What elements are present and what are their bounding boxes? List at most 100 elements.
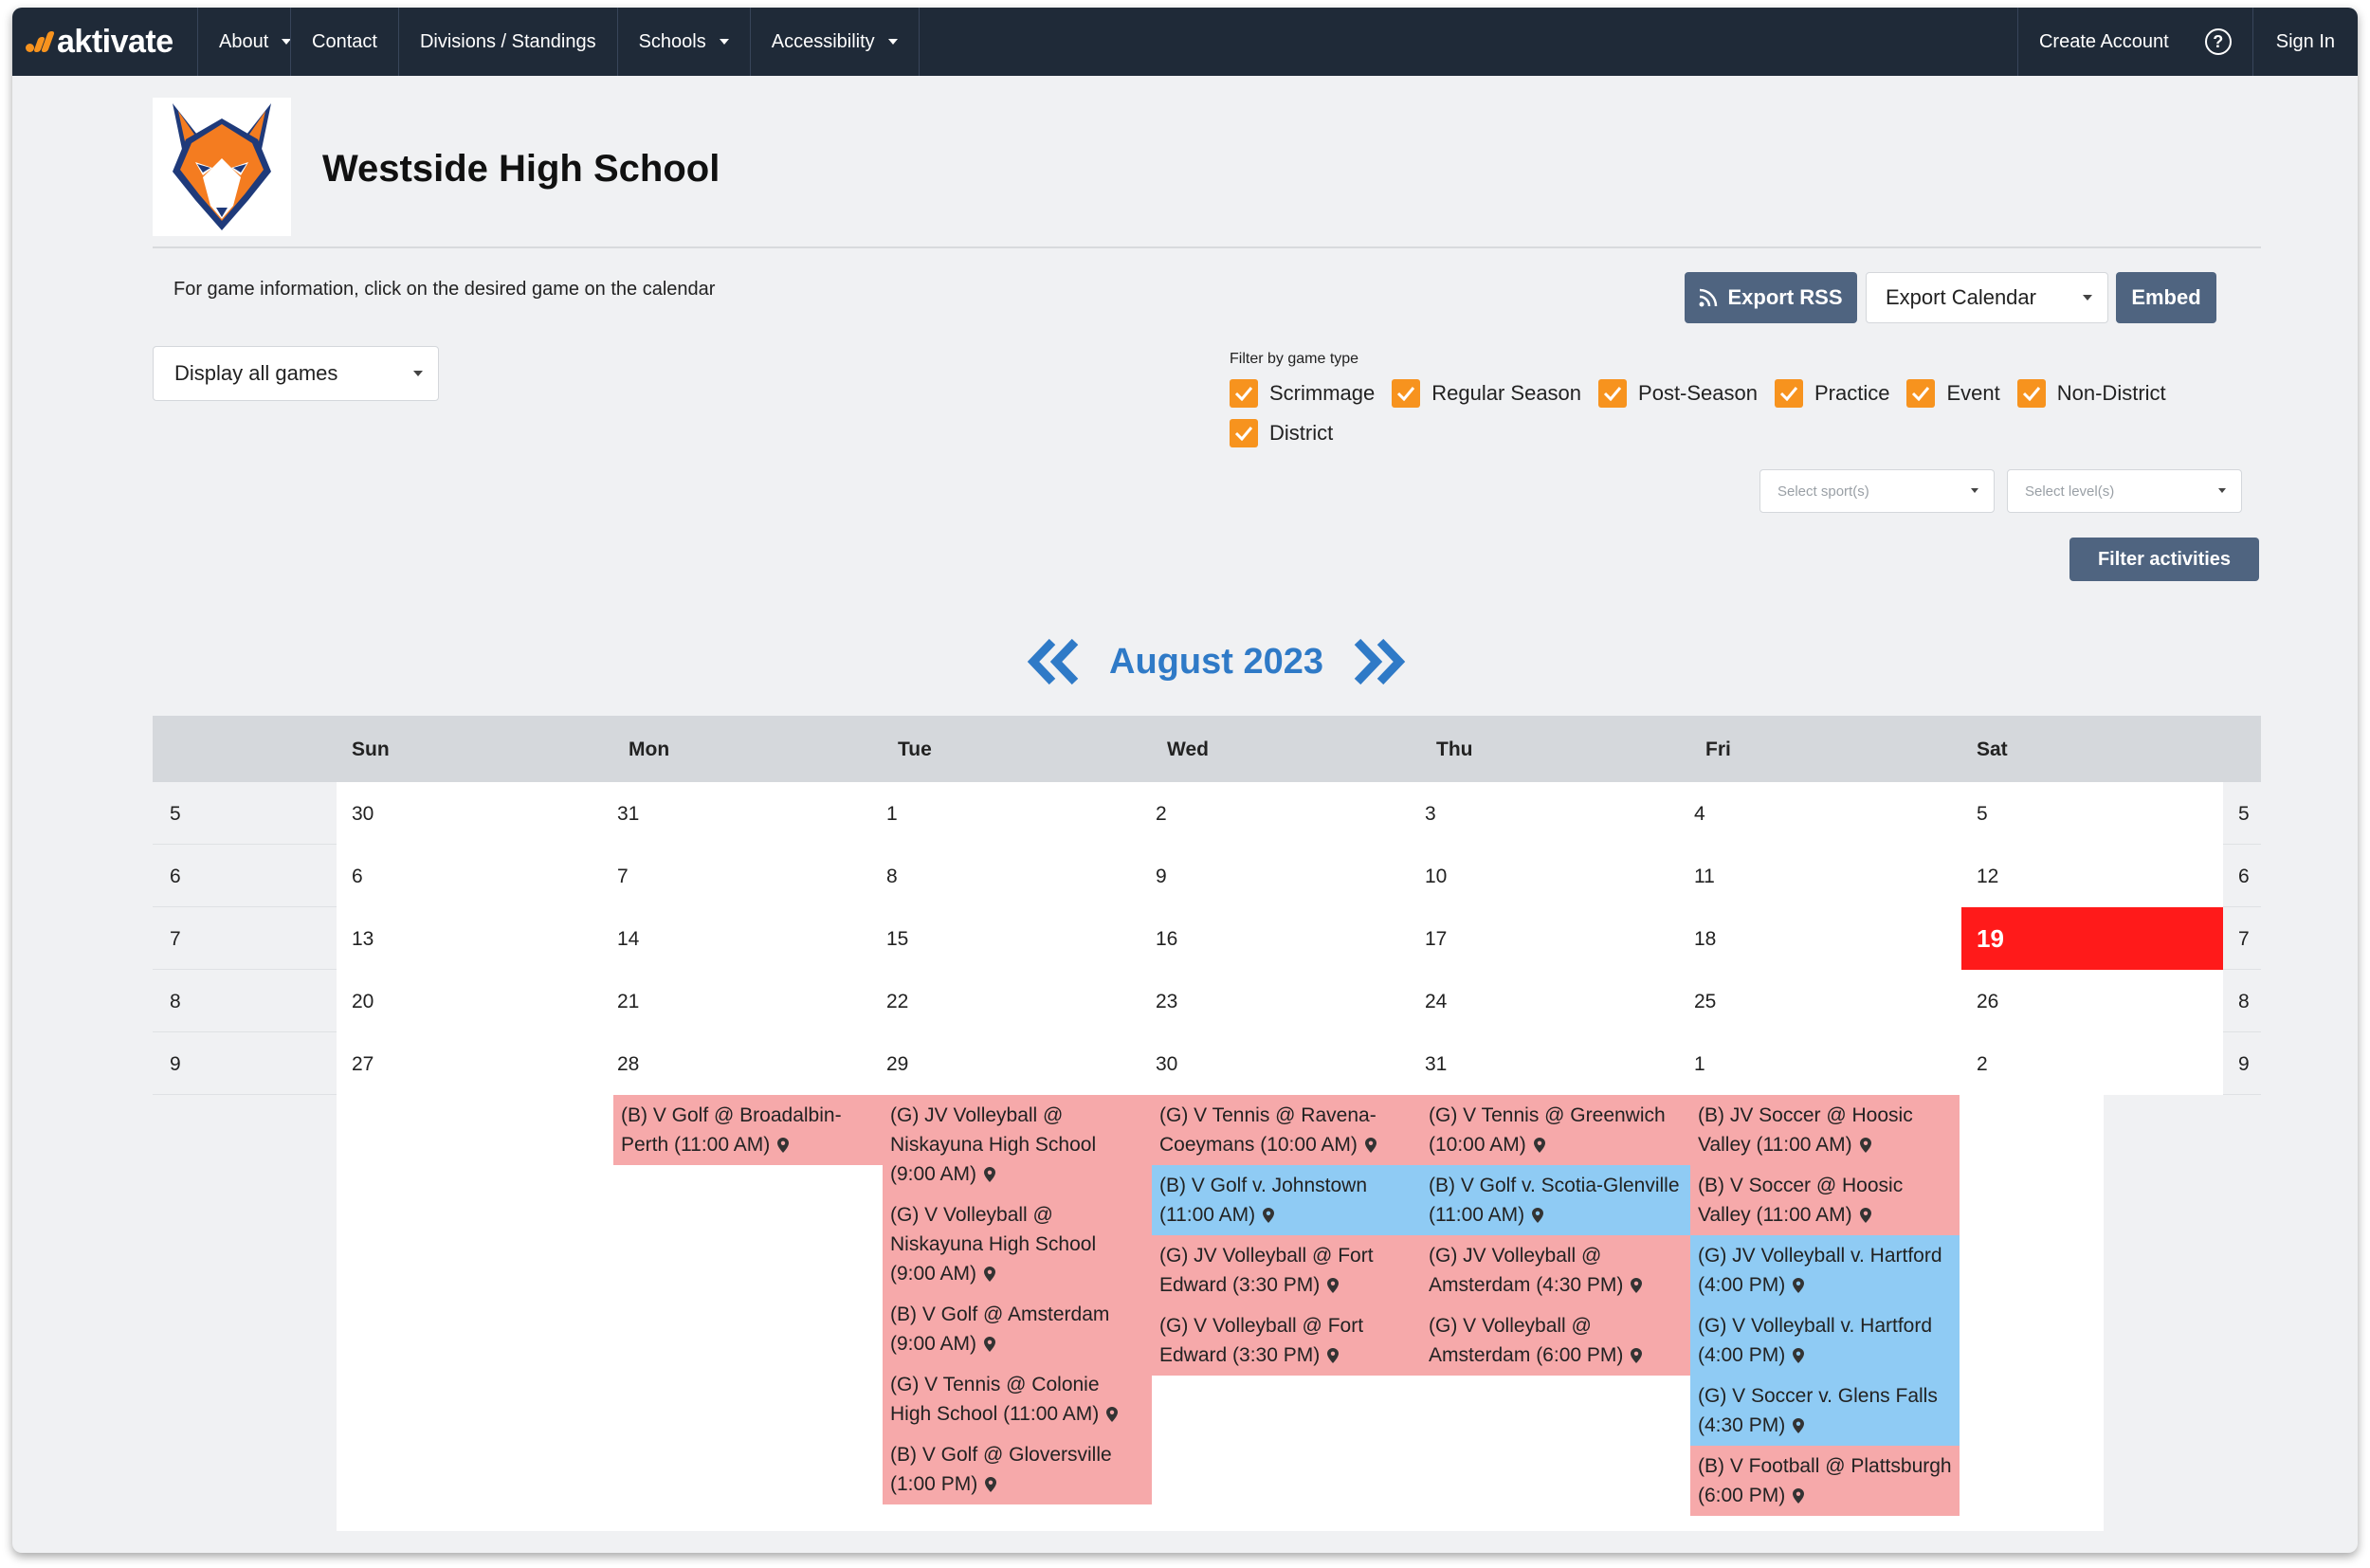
calendar-day-cell[interactable]: 1 bbox=[871, 782, 1140, 845]
map-pin-icon[interactable] bbox=[1859, 1138, 1871, 1153]
checkbox-checked-icon[interactable] bbox=[1906, 379, 1936, 408]
map-pin-icon[interactable] bbox=[1631, 1278, 1643, 1293]
map-pin-icon[interactable] bbox=[1263, 1208, 1275, 1223]
sport-select[interactable]: Select sport(s) bbox=[1759, 469, 1995, 513]
map-pin-icon[interactable] bbox=[1106, 1407, 1119, 1422]
filter-regular-season[interactable]: Regular Season bbox=[1392, 379, 1581, 408]
calendar-day-cell[interactable]: 21 bbox=[602, 970, 871, 1032]
calendar-day-cell[interactable]: 20 bbox=[337, 970, 602, 1032]
calendar-day-cell[interactable]: 14 bbox=[602, 907, 871, 970]
map-pin-icon[interactable] bbox=[984, 1267, 996, 1282]
calendar-day-cell[interactable]: 11 bbox=[1679, 845, 1961, 907]
calendar-day-cell[interactable]: 23 bbox=[1140, 970, 1410, 1032]
calendar-day-cell[interactable]: 7 bbox=[602, 845, 871, 907]
nav-accessibility[interactable]: Accessibility bbox=[749, 8, 919, 76]
checkbox-checked-icon[interactable] bbox=[1775, 379, 1803, 408]
calendar-day-cell[interactable]: 8 bbox=[871, 845, 1140, 907]
map-pin-icon[interactable] bbox=[1793, 1278, 1805, 1293]
event-item[interactable]: (G) V Volleyball @ Fort Edward (3:30 PM) bbox=[1152, 1305, 1421, 1376]
checkbox-checked-icon[interactable] bbox=[2016, 379, 2046, 408]
nav-contact[interactable]: Contact bbox=[290, 8, 398, 76]
filter-post-season[interactable]: Post-Season bbox=[1598, 379, 1758, 408]
filter-non-district[interactable]: Non-District bbox=[2016, 379, 2166, 408]
calendar-day-cell[interactable]: 24 bbox=[1410, 970, 1679, 1032]
map-pin-icon[interactable] bbox=[985, 1477, 997, 1492]
display-games-select[interactable]: Display all games bbox=[153, 346, 439, 401]
map-pin-icon[interactable] bbox=[1793, 1488, 1805, 1504]
calendar-day-cell[interactable]: 30 bbox=[1140, 1032, 1410, 1095]
calendar-day-cell[interactable]: 4 bbox=[1679, 782, 1961, 845]
calendar-day-cell[interactable]: 17 bbox=[1410, 907, 1679, 970]
map-pin-icon[interactable] bbox=[777, 1138, 790, 1153]
event-item[interactable]: (G) V Tennis @ Ravena-Coeymans (10:00 AM… bbox=[1152, 1095, 1421, 1165]
map-pin-icon[interactable] bbox=[1327, 1278, 1340, 1293]
calendar-day-cell[interactable]: 12 bbox=[1961, 845, 2223, 907]
calendar-day-cell[interactable]: 5 bbox=[1961, 782, 2223, 845]
checkbox-checked-icon[interactable] bbox=[1230, 419, 1258, 447]
calendar-day-cell[interactable]: 30 bbox=[337, 782, 602, 845]
event-item[interactable]: (G) V Tennis @ Greenwich (10:00 AM) bbox=[1421, 1095, 1690, 1165]
event-item[interactable]: (G) JV Volleyball @ Niskayuna High Schoo… bbox=[883, 1095, 1152, 1194]
calendar-day-cell[interactable]: 22 bbox=[871, 970, 1140, 1032]
help-button[interactable]: ? bbox=[2190, 8, 2252, 76]
calendar-day-cell[interactable]: 31 bbox=[1410, 1032, 1679, 1095]
event-item[interactable]: (G) V Soccer v. Glens Falls (4:30 PM) bbox=[1690, 1376, 1960, 1446]
calendar-day-cell[interactable]: 3 bbox=[1410, 782, 1679, 845]
next-month-icon[interactable] bbox=[1350, 638, 1409, 685]
calendar-day-cell[interactable]: 2 bbox=[1961, 1032, 2223, 1095]
brand-logo[interactable]: aktivate bbox=[12, 8, 197, 76]
event-item[interactable]: (G) V Volleyball v. Hartford (4:00 PM) bbox=[1690, 1305, 1960, 1376]
filter-event[interactable]: Event bbox=[1906, 379, 2000, 408]
calendar-day-cell[interactable]: 6 bbox=[337, 845, 602, 907]
checkbox-checked-icon[interactable] bbox=[1392, 379, 1421, 408]
event-item[interactable]: (G) JV Volleyball @ Amsterdam (4:30 PM) bbox=[1421, 1235, 1690, 1305]
event-item[interactable]: (G) V Volleyball @ Niskayuna High School… bbox=[883, 1194, 1152, 1294]
event-item[interactable]: (G) V Tennis @ Colonie High School (11:0… bbox=[883, 1364, 1152, 1434]
checkbox-checked-icon[interactable] bbox=[1598, 379, 1628, 408]
nav-divisions-standings[interactable]: Divisions / Standings bbox=[397, 8, 617, 76]
map-pin-icon[interactable] bbox=[1327, 1348, 1340, 1363]
calendar-day-cell[interactable]: 31 bbox=[602, 782, 871, 845]
map-pin-icon[interactable] bbox=[1793, 1418, 1805, 1433]
calendar-day-cell[interactable]: 2 bbox=[1140, 782, 1410, 845]
filter-practice[interactable]: Practice bbox=[1775, 379, 1889, 408]
embed-button[interactable]: Embed bbox=[2116, 272, 2216, 323]
event-item[interactable]: (B) JV Soccer @ Hoosic Valley (11:00 AM) bbox=[1690, 1095, 1960, 1165]
calendar-day-cell[interactable]: 9 bbox=[1140, 845, 1410, 907]
calendar-day-cell[interactable]: 10 bbox=[1410, 845, 1679, 907]
event-item[interactable]: (B) V Soccer @ Hoosic Valley (11:00 AM) bbox=[1690, 1165, 1960, 1235]
map-pin-icon[interactable] bbox=[1532, 1208, 1544, 1223]
map-pin-icon[interactable] bbox=[1631, 1348, 1643, 1363]
map-pin-icon[interactable] bbox=[1364, 1138, 1376, 1153]
calendar-day-cell[interactable]: 26 bbox=[1961, 970, 2223, 1032]
map-pin-icon[interactable] bbox=[984, 1337, 996, 1352]
event-item[interactable]: (G) JV Volleyball @ Fort Edward (3:30 PM… bbox=[1152, 1235, 1421, 1305]
map-pin-icon[interactable] bbox=[1533, 1138, 1545, 1153]
calendar-day-cell[interactable]: 15 bbox=[871, 907, 1140, 970]
event-item[interactable]: (B) V Golf @ Gloversville (1:00 PM) bbox=[883, 1434, 1152, 1504]
nav-schools[interactable]: Schools bbox=[616, 8, 750, 76]
filter-activities-button[interactable]: Filter activities bbox=[2069, 538, 2259, 581]
sign-in-link[interactable]: Sign In bbox=[2252, 8, 2358, 76]
map-pin-icon[interactable] bbox=[1793, 1348, 1805, 1363]
calendar-day-cell[interactable]: 1 bbox=[1679, 1032, 1961, 1095]
previous-month-icon[interactable] bbox=[1024, 638, 1083, 685]
calendar-day-cell[interactable]: 19 bbox=[1961, 907, 2223, 970]
event-item[interactable]: (B) V Golf @ Amsterdam (9:00 AM) bbox=[883, 1294, 1152, 1364]
event-item[interactable]: (G) V Volleyball @ Amsterdam (6:00 PM) bbox=[1421, 1305, 1690, 1376]
calendar-day-cell[interactable]: 27 bbox=[337, 1032, 602, 1095]
nav-about[interactable]: About bbox=[197, 8, 292, 76]
event-item[interactable]: (G) JV Volleyball v. Hartford (4:00 PM) bbox=[1690, 1235, 1960, 1305]
event-item[interactable]: (B) V Golf @ Broadalbin-Perth (11:00 AM) bbox=[613, 1095, 883, 1165]
export-calendar-select[interactable]: Export Calendar bbox=[1866, 272, 2108, 323]
checkbox-checked-icon[interactable] bbox=[1230, 379, 1258, 408]
filter-district[interactable]: District bbox=[1230, 419, 1333, 447]
export-rss-button[interactable]: Export RSS bbox=[1685, 272, 1857, 323]
event-item[interactable]: (B) V Golf v. Scotia-Glenville (11:00 AM… bbox=[1421, 1165, 1690, 1235]
event-item[interactable]: (B) V Football @ Plattsburgh (6:00 PM) bbox=[1690, 1446, 1960, 1516]
map-pin-icon[interactable] bbox=[984, 1167, 996, 1182]
calendar-day-cell[interactable]: 28 bbox=[602, 1032, 871, 1095]
calendar-day-cell[interactable]: 25 bbox=[1679, 970, 1961, 1032]
filter-scrimmage[interactable]: Scrimmage bbox=[1230, 379, 1375, 408]
calendar-day-cell[interactable]: 18 bbox=[1679, 907, 1961, 970]
